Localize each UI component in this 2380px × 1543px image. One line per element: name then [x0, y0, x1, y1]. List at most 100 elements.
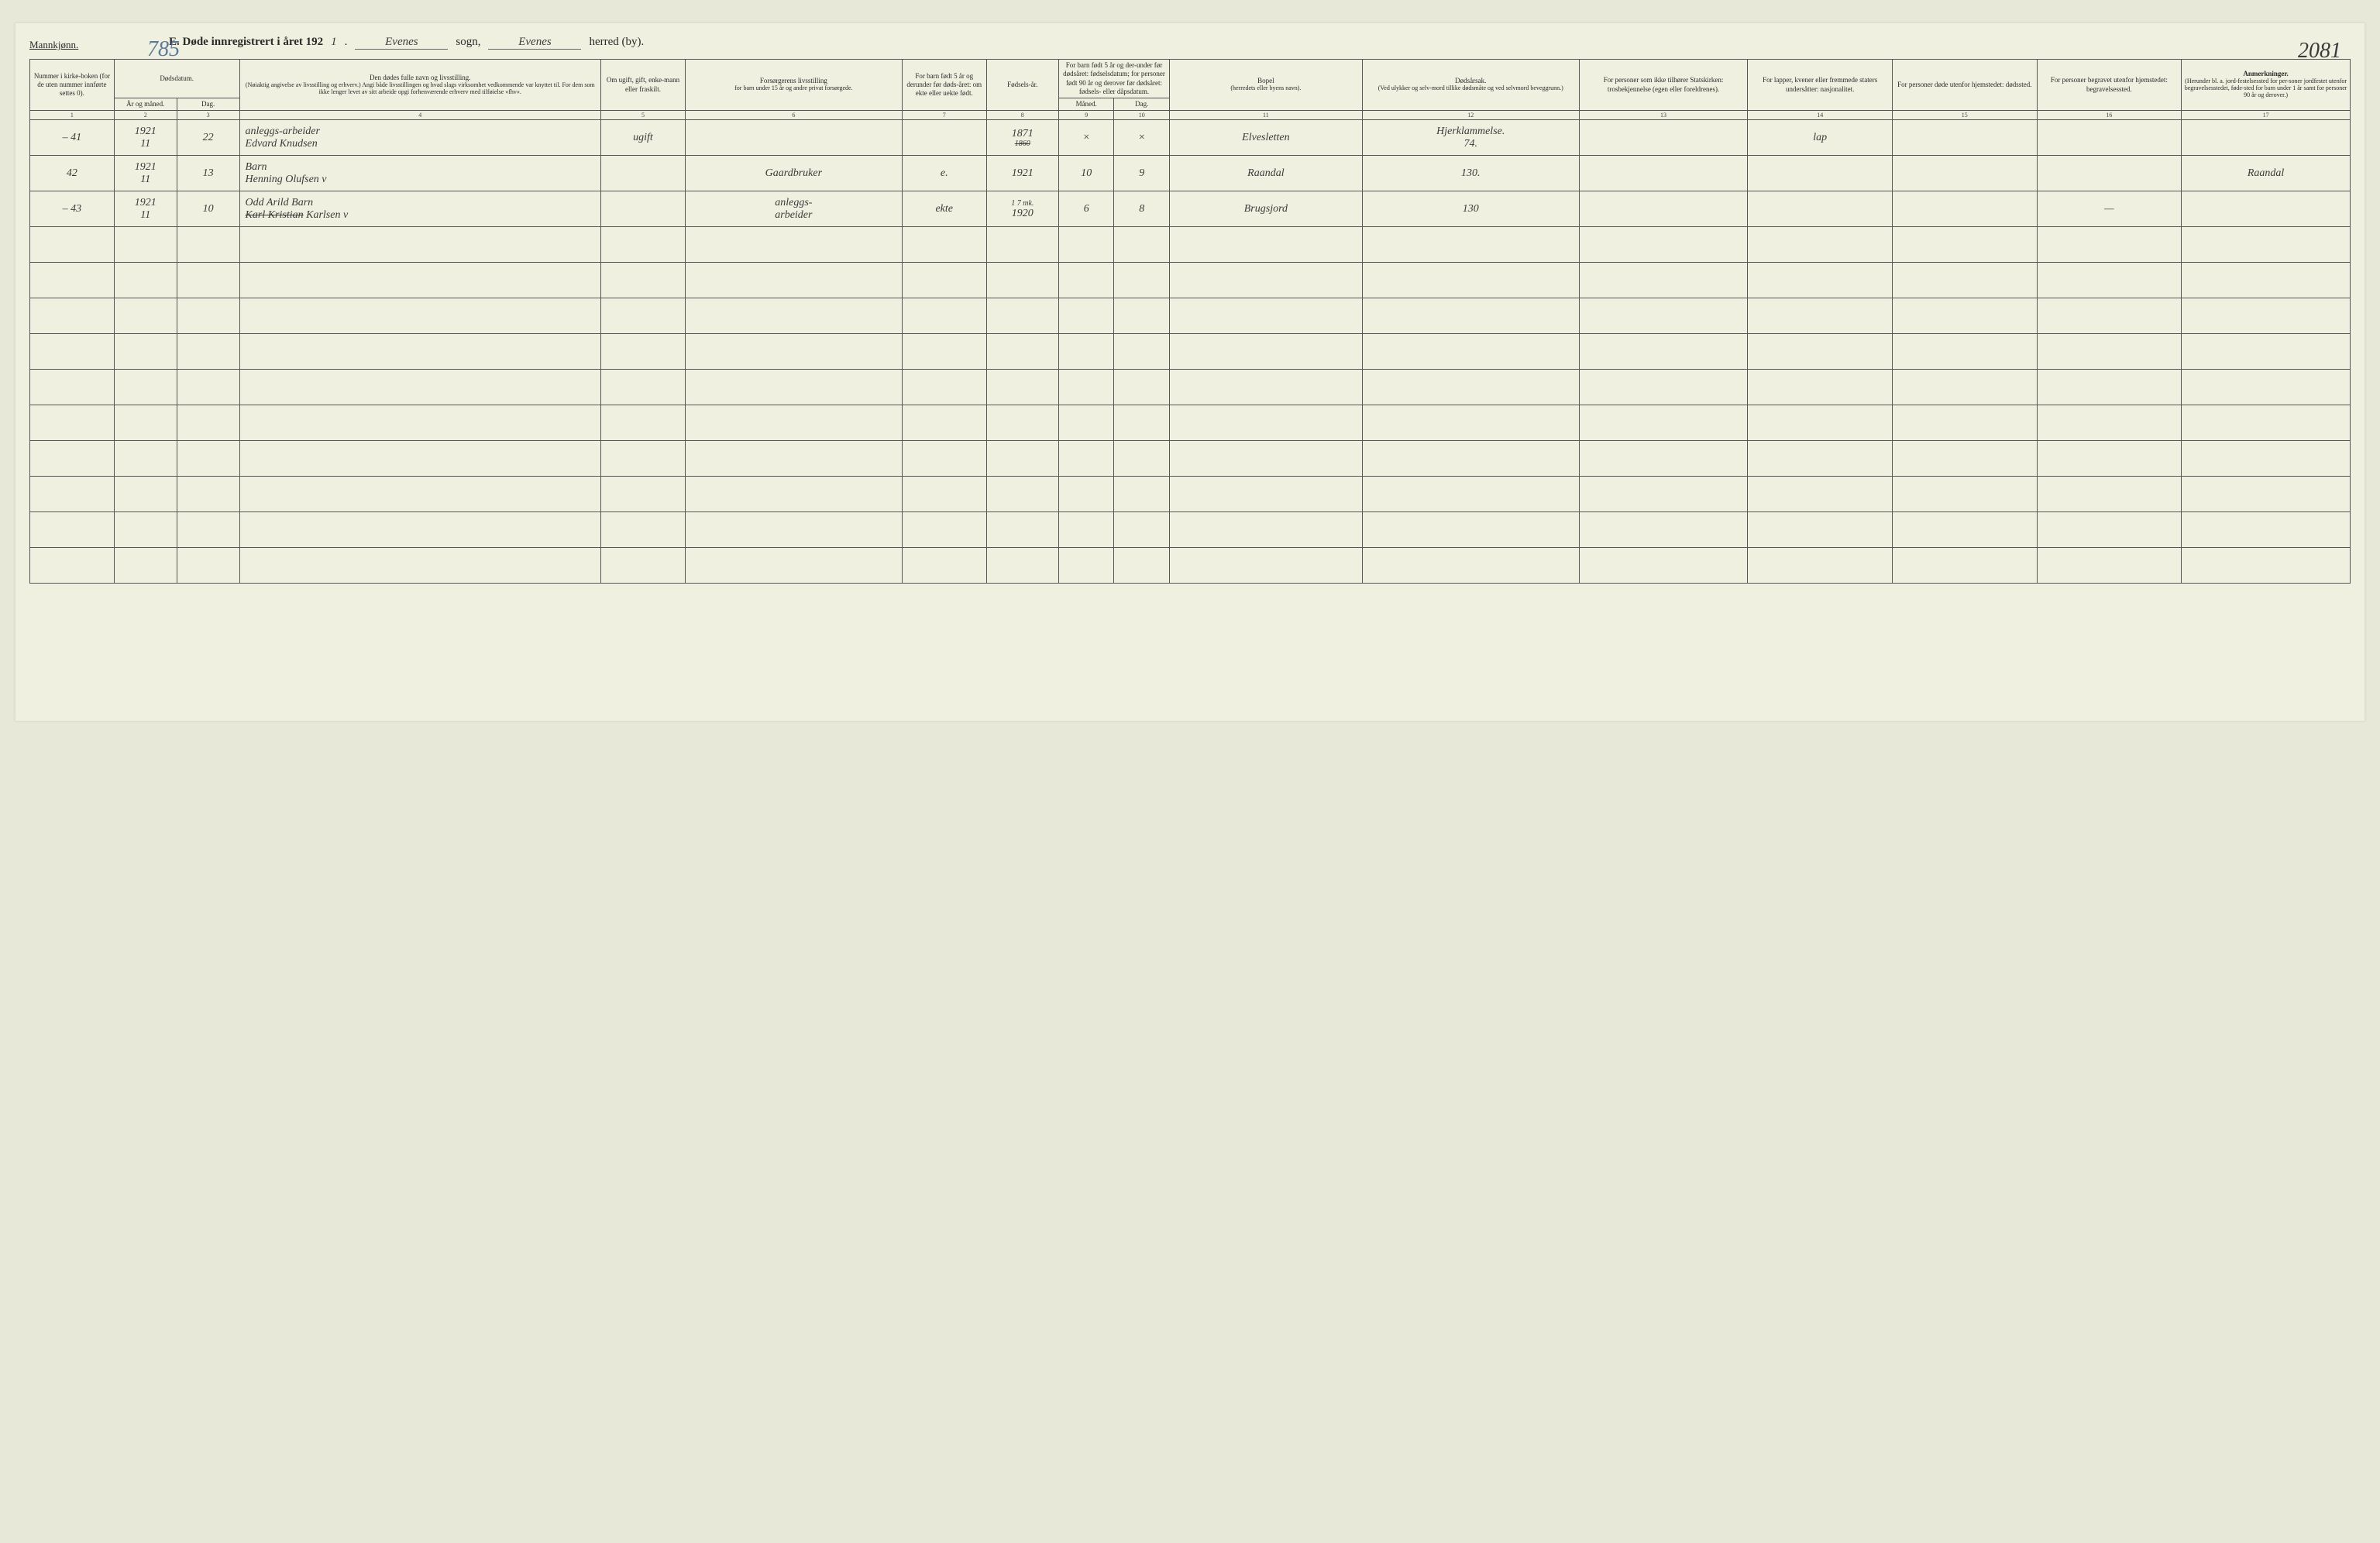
- empty-cell: [1114, 227, 1170, 263]
- empty-cell: [1058, 227, 1114, 263]
- empty-cell: [114, 370, 177, 405]
- colnum: 12: [1362, 111, 1579, 120]
- empty-cell: [1748, 405, 1893, 441]
- empty-cell: [1058, 548, 1114, 584]
- empty-cell: [986, 334, 1058, 370]
- cell-b-day: 8: [1114, 191, 1170, 227]
- empty-cell: [114, 227, 177, 263]
- empty-cell: [1748, 512, 1893, 548]
- cell-year-month: 192111: [114, 191, 177, 227]
- empty-cell: [177, 477, 239, 512]
- table-row-empty: [30, 370, 2351, 405]
- col-header-12: Dødsårsak. (Ved ulykker og selv-mord til…: [1362, 60, 1579, 111]
- cell-burial-place: [2037, 156, 2182, 191]
- empty-cell: [1114, 370, 1170, 405]
- empty-cell: [1893, 227, 2038, 263]
- table-row-empty: [30, 441, 2351, 477]
- cell-provider: [685, 120, 902, 156]
- empty-cell: [1169, 441, 1362, 477]
- empty-cell: [177, 334, 239, 370]
- empty-cell: [601, 334, 686, 370]
- table-row-empty: [30, 548, 2351, 584]
- empty-cell: [1748, 370, 1893, 405]
- empty-cell: [239, 298, 601, 334]
- col12-sub: (Ved ulykker og selv-mord tillike dødsmå…: [1365, 85, 1577, 92]
- empty-cell: [1058, 512, 1114, 548]
- table-row-empty: [30, 405, 2351, 441]
- table-row-empty: [30, 512, 2351, 548]
- cell-b-month: 6: [1058, 191, 1114, 227]
- empty-cell: [2037, 263, 2182, 298]
- empty-cell: [986, 370, 1058, 405]
- cell-cause: 130.: [1362, 156, 1579, 191]
- col-header-16: For personer begravet utenfor hjemstedet…: [2037, 60, 2182, 111]
- empty-cell: [2037, 334, 2182, 370]
- empty-cell: [685, 512, 902, 548]
- empty-cell: [239, 512, 601, 548]
- empty-cell: [1114, 263, 1170, 298]
- col-header-9-group: For barn født 5 år og der-under før døds…: [1058, 60, 1169, 98]
- table-row: – 4119211122anleggs-arbeiderEdvard Knuds…: [30, 120, 2351, 156]
- empty-cell: [30, 441, 115, 477]
- empty-cell: [239, 334, 601, 370]
- empty-cell: [601, 441, 686, 477]
- colnum: 14: [1748, 111, 1893, 120]
- empty-cell: [177, 263, 239, 298]
- empty-cell: [902, 405, 986, 441]
- empty-cell: [986, 405, 1058, 441]
- colnum: 2: [114, 111, 177, 120]
- cell-marital: [601, 156, 686, 191]
- cell-burial-place: [2037, 120, 2182, 156]
- empty-cell: [685, 477, 902, 512]
- empty-cell: [1169, 405, 1362, 441]
- empty-cell: [1893, 298, 2038, 334]
- table-row: 4219211113BarnHenning Olufsen vGaardbruk…: [30, 156, 2351, 191]
- empty-cell: [2037, 370, 2182, 405]
- empty-cell: [1362, 477, 1579, 512]
- col4-sub: (Nøiaktig angivelse av livsstilling og e…: [242, 82, 599, 96]
- col-header-13: For personer som ikke tilhører Statskirk…: [1579, 60, 1748, 111]
- empty-cell: [601, 227, 686, 263]
- empty-cell: [1114, 548, 1170, 584]
- col-header-17: Anmerkninger. (Herunder bl. a. jord-fest…: [2182, 60, 2351, 111]
- cell-death-place: [1893, 191, 2038, 227]
- empty-cell: [30, 227, 115, 263]
- empty-cell: [2182, 370, 2351, 405]
- empty-cell: [601, 548, 686, 584]
- empty-cell: [1362, 334, 1579, 370]
- empty-cell: [30, 405, 115, 441]
- empty-cell: [1579, 477, 1748, 512]
- empty-cell: [1579, 298, 1748, 334]
- empty-cell: [986, 441, 1058, 477]
- empty-cell: [685, 548, 902, 584]
- empty-cell: [114, 441, 177, 477]
- empty-cell: [1748, 548, 1893, 584]
- col-header-1: Nummer i kirke-boken (for de uten nummer…: [30, 60, 115, 111]
- cell-marital: [601, 191, 686, 227]
- empty-cell: [1169, 298, 1362, 334]
- register-page: Mannkjønn. 785 2081 E. Døde innregistrer…: [15, 23, 2365, 721]
- empty-cell: [1893, 263, 2038, 298]
- empty-cell: [902, 263, 986, 298]
- cell-remarks: [2182, 191, 2351, 227]
- empty-cell: [685, 370, 902, 405]
- empty-cell: [239, 370, 601, 405]
- cell-b-day: ×: [1114, 120, 1170, 156]
- col-header-9: Måned.: [1058, 98, 1114, 111]
- empty-cell: [1748, 334, 1893, 370]
- table-row: – 4319211110Odd Arild BarnKarl Kristian …: [30, 191, 2351, 227]
- empty-cell: [2037, 298, 2182, 334]
- empty-cell: [601, 370, 686, 405]
- col-header-11: Bopel (herredets eller byens navn).: [1169, 60, 1362, 111]
- empty-cell: [1058, 298, 1114, 334]
- col-header-15: For personer døde utenfor hjemstedet: dø…: [1893, 60, 2038, 111]
- col-header-2-group: Dødsdatum.: [114, 60, 239, 98]
- empty-cell: [1362, 263, 1579, 298]
- cell-birth-year: 1921: [986, 156, 1058, 191]
- cell-residence: Elvesletten: [1169, 120, 1362, 156]
- empty-cell: [1579, 263, 1748, 298]
- empty-cell: [986, 263, 1058, 298]
- empty-cell: [30, 334, 115, 370]
- empty-cell: [1058, 441, 1114, 477]
- cell-faith: [1579, 156, 1748, 191]
